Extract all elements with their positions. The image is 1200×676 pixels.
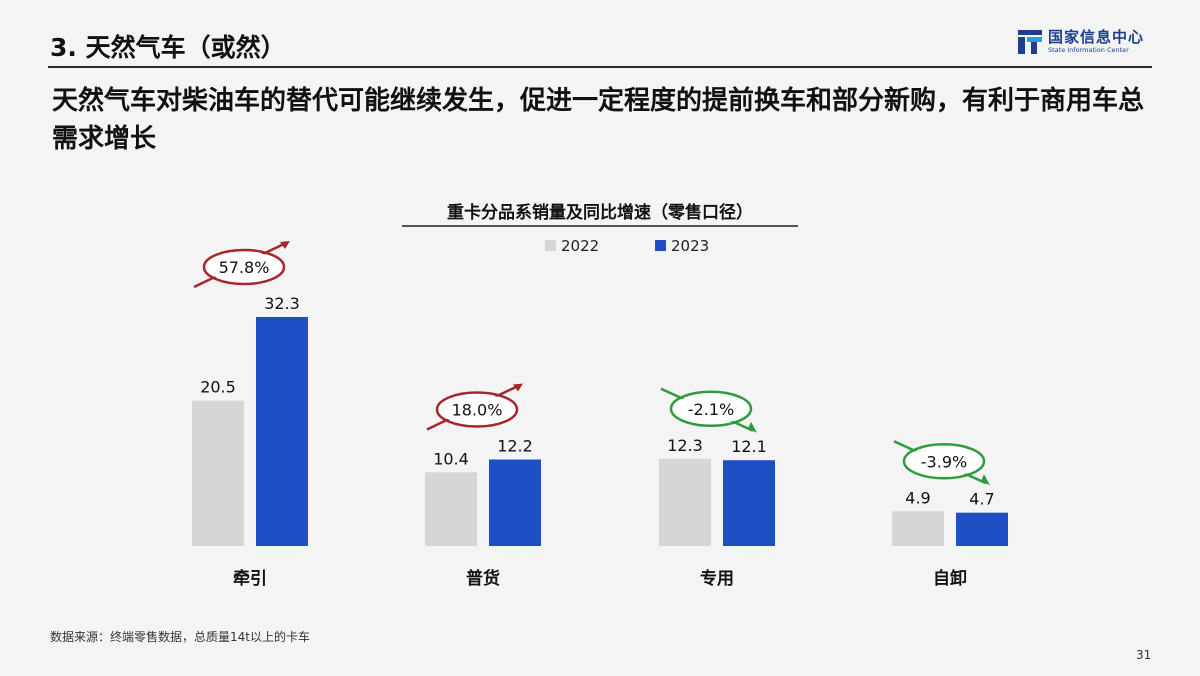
growth-arrowhead-普货 (513, 383, 523, 392)
bar-自卸-2022 (892, 511, 944, 546)
logo-name-en: State Information Center (1048, 46, 1129, 55)
category-label-普货: 普货 (466, 568, 500, 589)
legend-swatch-2023 (655, 240, 666, 251)
bar-专用-2022 (659, 458, 711, 546)
logo-name-cn: 国家信息中心 (1048, 28, 1145, 47)
data-label-专用-2022: 12.3 (667, 436, 703, 455)
category-label-牵引: 牵引 (233, 568, 267, 589)
growth-badge-fill-自卸 (906, 446, 982, 477)
data-label-牵引-2022: 20.5 (200, 378, 236, 397)
state-information-center-logo-icon (1018, 30, 1042, 54)
bar-牵引-2022 (192, 400, 244, 546)
data-label-牵引-2023: 32.3 (264, 294, 300, 313)
growth-arrowhead-专用 (748, 421, 757, 433)
category-label-自卸: 自卸 (933, 568, 967, 589)
data-label-普货-2022: 10.4 (433, 449, 469, 468)
growth-badge-fill-普货 (439, 394, 515, 425)
category-label-专用: 专用 (700, 568, 734, 589)
growth-badge-fill-牵引 (206, 252, 282, 282)
legend-label-2022: 2022 (561, 237, 599, 255)
data-label-专用-2023: 12.1 (731, 437, 767, 456)
bar-专用-2023 (723, 460, 775, 546)
bar-牵引-2023 (256, 317, 308, 546)
data-label-自卸-2022: 4.9 (905, 488, 930, 507)
headline: 天然气车对柴油车的替代可能继续发生，促进一定程度的提前换车和部分新购，有利于商用… (52, 86, 1145, 154)
legend-swatch-2022 (545, 240, 556, 251)
growth-label-自卸: -3.9% (921, 452, 967, 471)
data-label-普货-2023: 12.2 (497, 437, 533, 456)
growth-arrowhead-自卸 (981, 474, 990, 486)
data-source-note: 数据来源：终端零售数据，总质量14t以上的卡车 (50, 630, 310, 644)
page-number: 31 (1136, 648, 1152, 662)
bar-普货-2023 (489, 459, 541, 546)
data-label-自卸-2023: 4.7 (969, 490, 994, 509)
chart-title: 重卡分品系销量及同比增速（零售口径） (447, 202, 753, 223)
growth-badge-fill-专用 (673, 393, 749, 424)
logo: 国家信息中心 State Information Center (1018, 30, 1144, 54)
growth-arrowhead-牵引 (280, 241, 290, 249)
legend-label-2023: 2023 (671, 237, 709, 255)
bar-普货-2022 (425, 472, 477, 546)
section-title: 3. 天然气车（或然） (50, 33, 286, 62)
title-divider (48, 66, 1152, 68)
growth-label-普货: 18.0% (452, 401, 503, 420)
bar-自卸-2023 (956, 512, 1008, 546)
growth-label-专用: -2.1% (688, 400, 734, 419)
growth-label-牵引: 57.8% (219, 258, 270, 277)
